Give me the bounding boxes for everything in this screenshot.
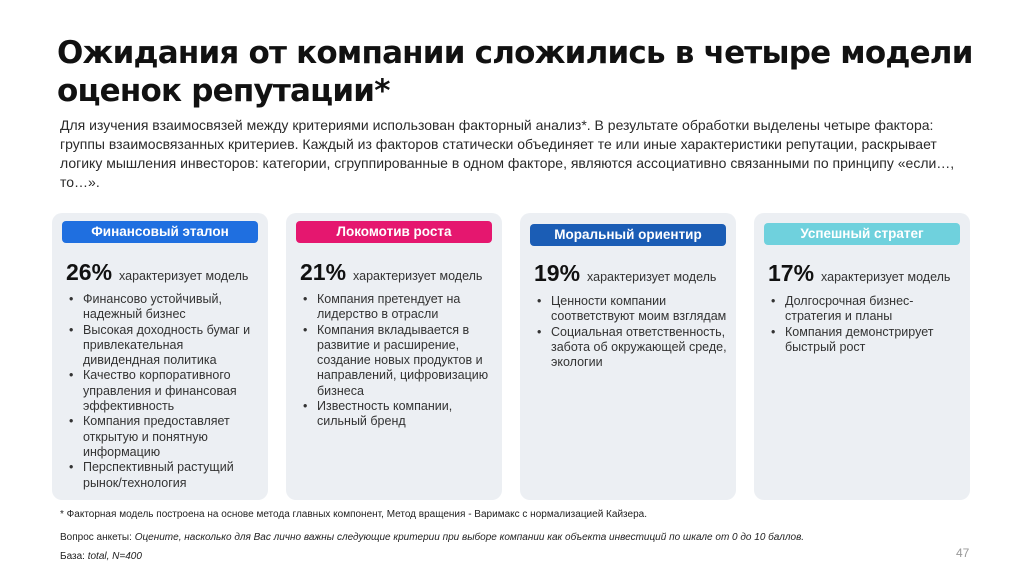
bullet-item: Социальная ответственность, забота об ок… bbox=[534, 325, 729, 371]
factor-stat: 26% характеризует модель bbox=[66, 259, 248, 286]
factor-percent: 17% bbox=[768, 260, 815, 286]
page-number: 47 bbox=[956, 546, 970, 560]
bullet-item: Долгосрочная бизнес-стратегия и планы bbox=[768, 294, 963, 325]
bullet-item: Перспективный растущий рынок/технология bbox=[66, 460, 261, 491]
survey-question: Вопрос анкеты: Оцените, насколько для Ва… bbox=[60, 532, 804, 543]
factor-bullets: Финансово устойчивый, надежный бизнес Вы… bbox=[66, 292, 261, 491]
bullet-item: Ценности компании соответствуют моим взг… bbox=[534, 294, 729, 325]
factor-caption: характеризует модель bbox=[587, 270, 717, 284]
factor-percent: 26% bbox=[66, 259, 113, 285]
factor-badge: Успешный стратег bbox=[764, 223, 960, 245]
factor-bullets: Компания претендует на лидерство в отрас… bbox=[300, 292, 495, 430]
bullet-item: Качество корпоративного управления и фин… bbox=[66, 368, 261, 414]
factor-percent: 21% bbox=[300, 259, 347, 285]
bullet-item: Компания претендует на лидерство в отрас… bbox=[300, 292, 495, 323]
factor-caption: характеризует модель bbox=[119, 269, 249, 283]
factor-bullets: Ценности компании соответствуют моим взг… bbox=[534, 294, 729, 370]
intro-paragraph: Для изучения взаимосвязей между критерия… bbox=[60, 117, 955, 190]
factor-badge: Финансовый эталон bbox=[62, 221, 258, 243]
factor-caption: характеризует модель bbox=[353, 269, 483, 283]
factor-bullets: Долгосрочная бизнес-стратегия и планы Ко… bbox=[768, 294, 963, 355]
bullet-item: Известность компании, сильный бренд bbox=[300, 399, 495, 430]
factor-card-growth-locomotive: Локомотив роста 21% характеризует модель… bbox=[286, 213, 502, 500]
survey-question-text: Оцените, насколько для Вас лично важны с… bbox=[134, 532, 805, 543]
factor-caption: характеризует модель bbox=[821, 270, 951, 284]
footnote: * Факторная модель построена на основе м… bbox=[60, 509, 647, 520]
sample-base-text: total, N=400 bbox=[87, 551, 142, 562]
factor-stat: 17% характеризует модель bbox=[768, 260, 950, 287]
bullet-item: Высокая доходность бумаг и привлекательн… bbox=[66, 323, 261, 369]
factor-stat: 19% характеризует модель bbox=[534, 260, 716, 287]
factor-badge: Моральный ориентир bbox=[530, 224, 726, 246]
factor-stat: 21% характеризует модель bbox=[300, 259, 482, 286]
bullet-item: Финансово устойчивый, надежный бизнес bbox=[66, 292, 261, 323]
factor-card-moral-compass: Моральный ориентир 19% характеризует мод… bbox=[520, 213, 736, 500]
bullet-item: Компания предоставляет открытую и понятн… bbox=[66, 414, 261, 460]
page-title: Ожидания от компании сложились в четыре … bbox=[57, 35, 973, 109]
sample-base-label: База: bbox=[60, 551, 85, 562]
factor-card-financial-benchmark: Финансовый эталон 26% характеризует моде… bbox=[52, 213, 268, 500]
factor-badge: Локомотив роста bbox=[296, 221, 492, 243]
bullet-item: Компания демонстрирует быстрый рост bbox=[768, 325, 963, 356]
bullet-item: Компания вкладывается в развитие и расши… bbox=[300, 323, 495, 399]
sample-base: База: total, N=400 bbox=[60, 551, 142, 562]
factor-percent: 19% bbox=[534, 260, 581, 286]
survey-question-label: Вопрос анкеты: bbox=[60, 532, 132, 543]
factor-card-successful-strategist: Успешный стратег 17% характеризует модел… bbox=[754, 213, 970, 500]
